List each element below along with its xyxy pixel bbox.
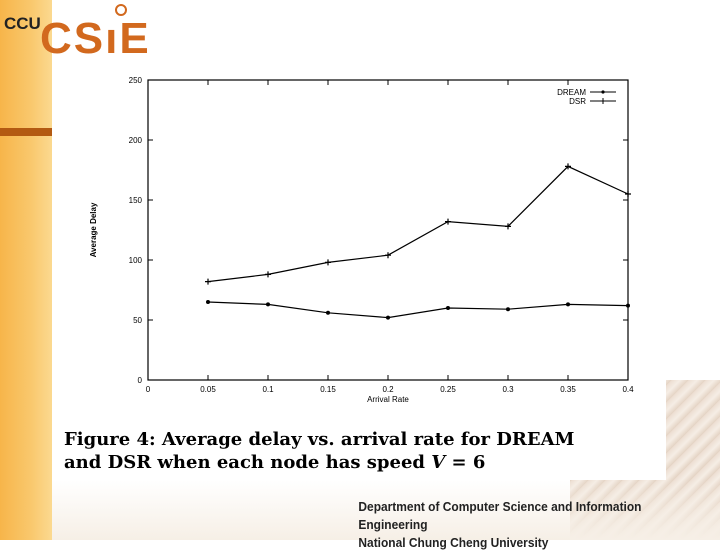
x-tick-label: 0.3 — [502, 385, 514, 394]
x-tick-label: 0.05 — [200, 385, 216, 394]
plot-frame — [147, 79, 629, 381]
line-chart: 0 0.05 0.1 0.15 0.2 0.25 0.3 0.35 0.4 0 50 100 150 20… — [89, 76, 634, 404]
caption-line-1: Figure 4: Average delay vs. arrival rate… — [64, 429, 575, 450]
caption-line-2: and DSR when each node has speed V = 6 — [64, 451, 674, 474]
ccu-csie-logo: CCU CSıE — [4, 4, 174, 64]
figure-caption: Figure 4: Average delay vs. arrival rate… — [64, 428, 674, 474]
data-point-dsr — [625, 191, 631, 197]
data-point-dsr — [205, 278, 211, 285]
data-point-dsr — [385, 252, 391, 259]
caption-line-2-suffix: = 6 — [445, 452, 486, 473]
x-tick-label: 0 — [146, 385, 151, 394]
university-name: National Chung Cheng University — [358, 535, 549, 550]
x-tick-label: 0.2 — [382, 385, 394, 394]
department-footer: Department of Computer Science and Infor… — [358, 498, 708, 552]
data-point-dsr — [565, 163, 571, 170]
x-tick-label: 0.4 — [622, 385, 634, 394]
legend-marker-dream — [601, 90, 605, 94]
series-line-dream — [207, 301, 629, 319]
x-tick-label: 0.15 — [320, 385, 336, 394]
x-axis-label: Arrival Rate — [367, 395, 409, 404]
data-point-dream — [566, 302, 570, 307]
y-tick-label: 200 — [129, 136, 143, 145]
x-tick-label: 0.1 — [262, 385, 274, 394]
figure-image: 0 0.05 0.1 0.15 0.2 0.25 0.3 0.35 0.4 0 50 100 150 20… — [58, 62, 666, 480]
bottom-fade — [52, 480, 720, 540]
legend-marker-dsr — [600, 98, 606, 104]
accent-stripe — [0, 128, 52, 136]
legend-label-dsr: DSR — [569, 97, 586, 106]
data-point-dream — [626, 303, 630, 308]
data-point-dream — [206, 300, 210, 304]
data-point-dream — [506, 307, 510, 312]
series-line-dsr — [207, 165, 629, 283]
x-tick-label: 0.35 — [560, 385, 576, 394]
data-point-dream — [326, 310, 330, 315]
y-axis-label: Average Delay — [89, 202, 98, 257]
caption-variable: V — [431, 452, 446, 473]
y-tick-label: 0 — [138, 376, 143, 385]
y-tick-label: 150 — [129, 196, 143, 205]
logo-dot-icon — [115, 4, 127, 16]
y-tick-label: 250 — [129, 76, 143, 85]
data-point-dsr — [265, 271, 271, 278]
data-point-dsr — [445, 218, 451, 225]
data-point-dsr — [325, 259, 331, 266]
left-accent-bar — [0, 0, 52, 540]
y-tick-label: 50 — [133, 316, 142, 325]
caption-line-2-prefix: and DSR when each node has speed — [64, 452, 432, 473]
legend-label-dream: DREAM — [557, 88, 586, 97]
data-point-dream — [446, 306, 450, 310]
logo-csie-text: CSıE — [40, 14, 151, 63]
department-name: Department of Computer Science and Infor… — [358, 499, 642, 532]
data-point-dsr — [505, 223, 511, 230]
x-tick-label: 0.25 — [440, 385, 456, 394]
data-point-dream — [266, 302, 270, 307]
data-point-dream — [386, 315, 390, 320]
y-tick-label: 100 — [129, 256, 143, 265]
logo-ccu-text: CCU — [4, 14, 41, 33]
